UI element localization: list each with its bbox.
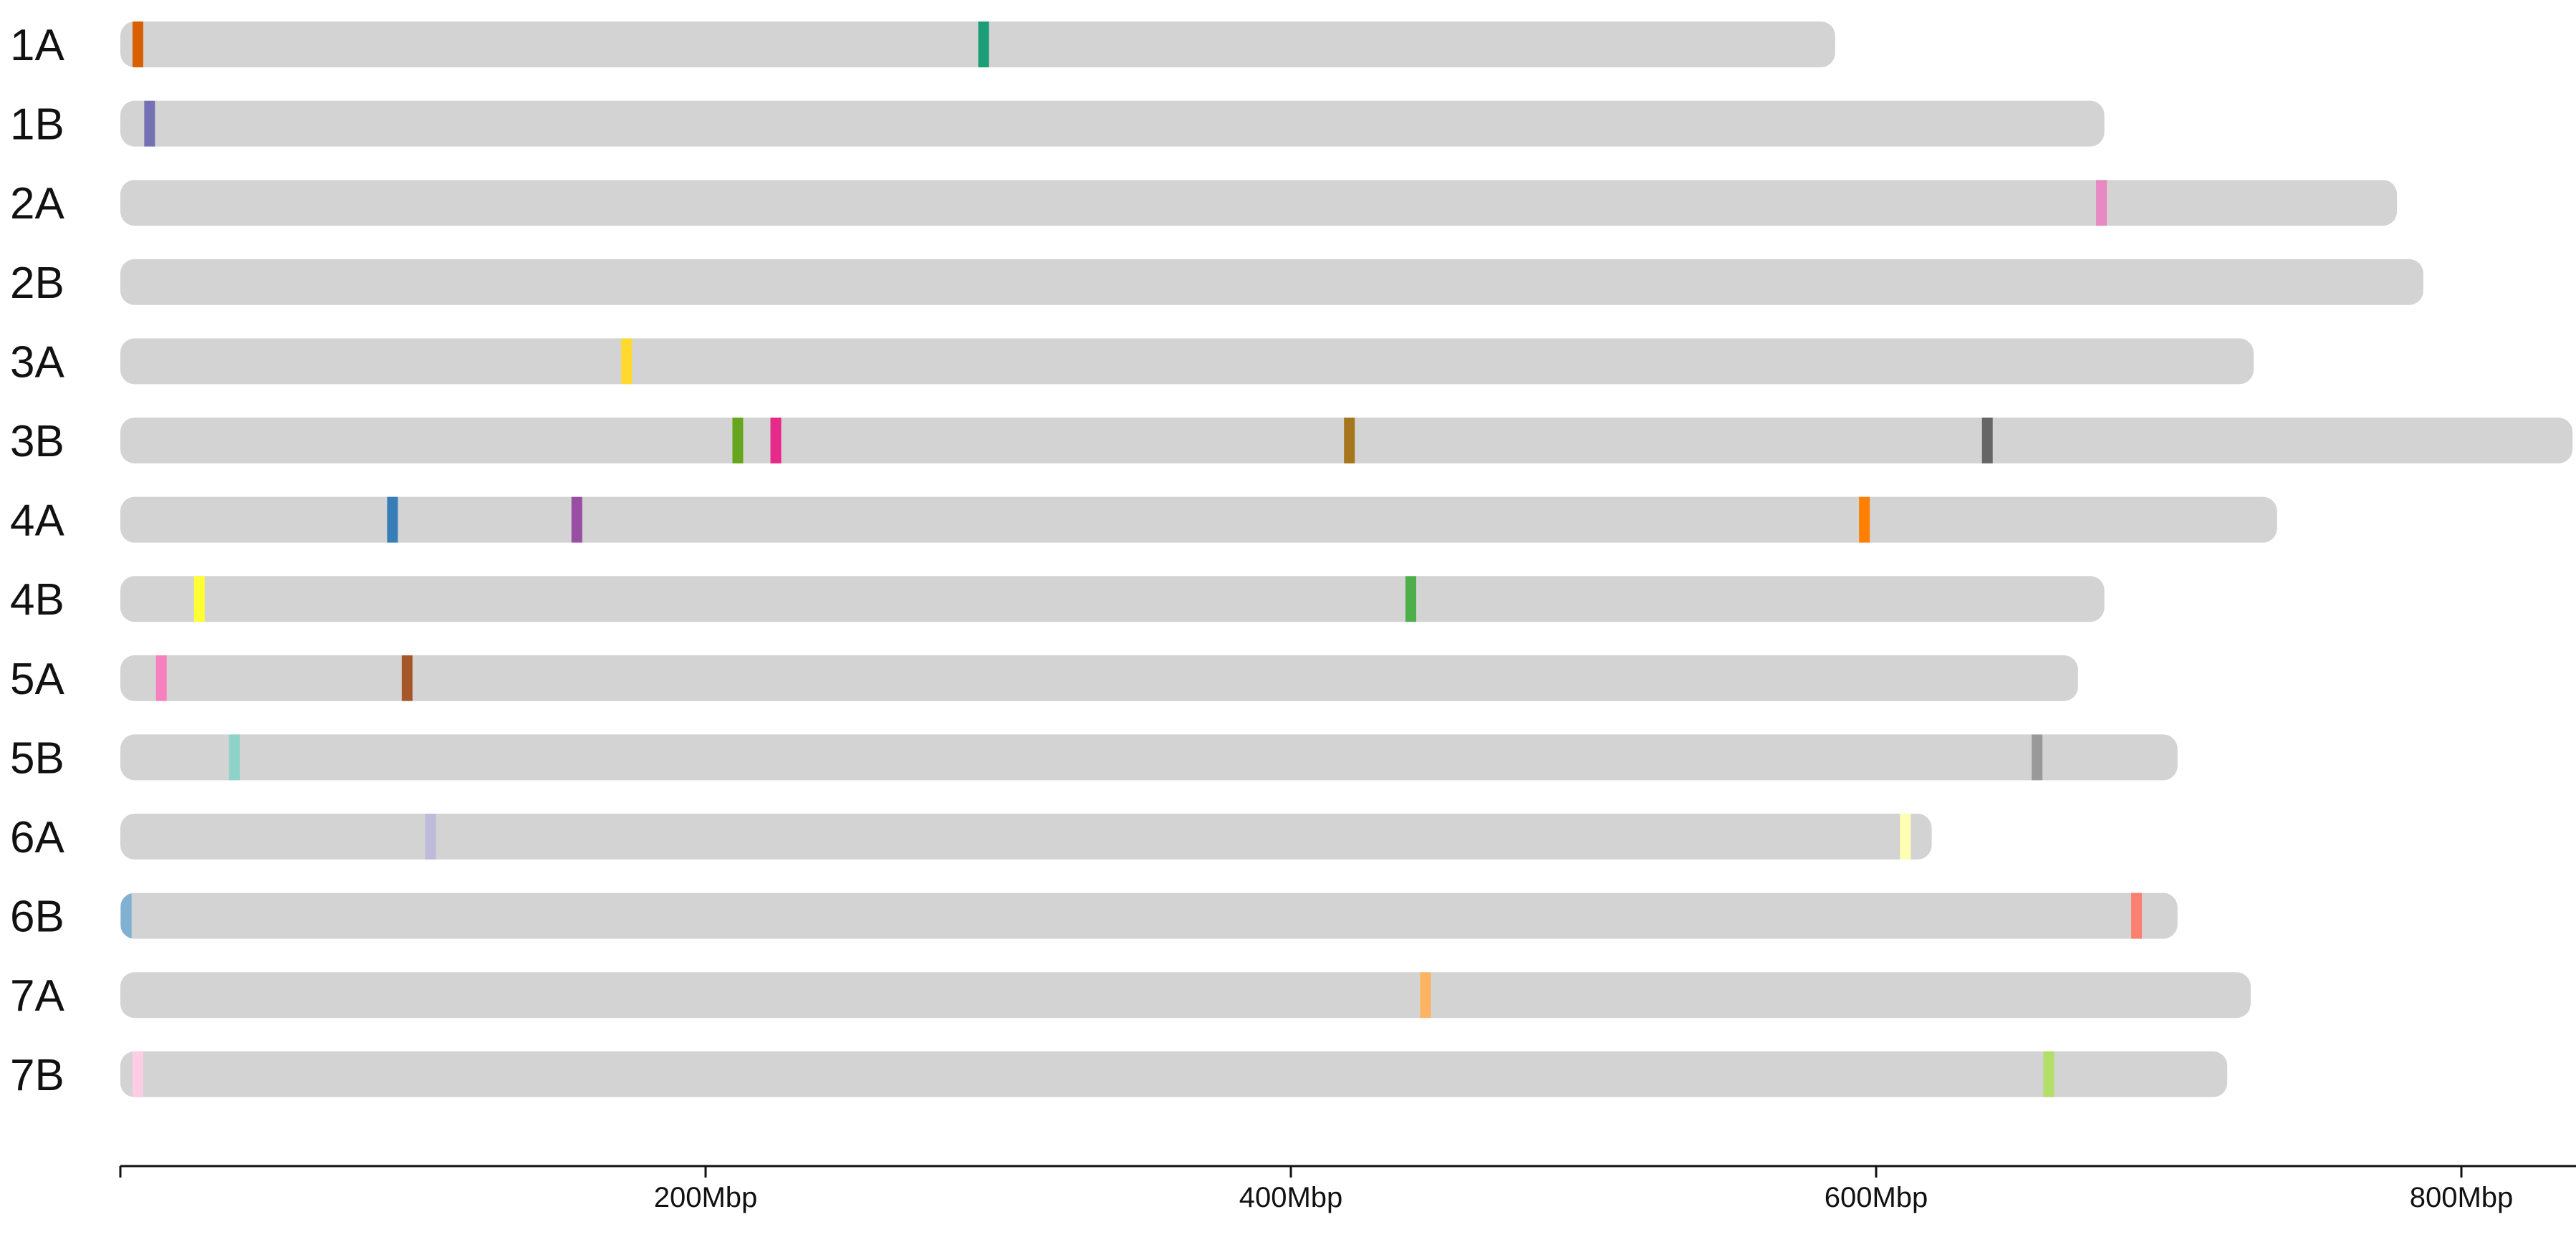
chromosome-label: 7A <box>10 971 64 1021</box>
chromosome-row: 6A <box>10 813 1932 862</box>
chromosome-label: 5A <box>10 655 64 704</box>
chromosome-bar <box>120 338 2254 385</box>
chromosome-marker <box>193 576 205 622</box>
chromosome-marker <box>732 418 744 463</box>
chromosome-marker <box>133 1051 144 1097</box>
chromosome-marker <box>1981 418 1993 463</box>
chromosome-row: 6B <box>10 892 2178 942</box>
x-tick-label: 800Mbp <box>2410 1182 2514 1213</box>
chromosome-label: 6A <box>10 813 64 862</box>
chromosome-bar <box>120 180 2398 226</box>
chromosome-row: 3B <box>10 417 2573 466</box>
chromosome-row: 3A <box>10 337 2254 387</box>
chromosome-bar <box>120 814 1932 860</box>
chromosome-marker <box>621 338 633 385</box>
chromosome-bar <box>120 972 2251 1019</box>
chromosome-label: 5B <box>10 733 64 783</box>
chromosome-row: 7A <box>10 971 2251 1021</box>
chromosome-row: 7B <box>10 1051 2228 1100</box>
chromosome-label: 4A <box>10 496 64 546</box>
chromosome-label: 2A <box>10 179 64 228</box>
chromosome-bar <box>120 734 2178 781</box>
chromosome-marker <box>133 21 144 67</box>
chromosome-marker <box>1859 496 1870 543</box>
chromosome-row: 1A <box>10 21 1835 70</box>
chromosome-row: 1B <box>10 100 2105 150</box>
chromosome-marker <box>1420 972 1431 1019</box>
chromosome-bar <box>120 576 2105 622</box>
chromosome-row: 5B <box>10 733 2178 783</box>
x-tick-label: 400Mbp <box>1239 1182 1343 1213</box>
chromosome-label: 1A <box>10 21 64 70</box>
chromosome-label: 6B <box>10 892 64 942</box>
chromosome-marker <box>387 496 398 543</box>
chromosome-label: 1B <box>10 100 64 150</box>
chromosome-label: 4B <box>10 575 64 625</box>
chromosome-bar <box>120 1051 2228 1097</box>
chromosome-bar <box>120 100 2105 147</box>
chromosome-marker <box>144 100 155 147</box>
chromosome-layer: 1A 1B 2A 2B 3A 3B 4A 4B 5A 5B 6A 6B 7A 7B <box>10 21 2573 1100</box>
chromosome-row: 4B <box>10 575 2105 625</box>
chromosome-marker <box>1405 576 1416 622</box>
chromosome-label: 3B <box>10 417 64 466</box>
chromosome-marker <box>155 655 167 701</box>
chromosome-marker <box>2043 1051 2054 1097</box>
chromosome-bar <box>120 496 2277 543</box>
x-tick-label: 600Mbp <box>1825 1182 1928 1213</box>
chromosome-row: 2A <box>10 179 2398 228</box>
chromosome-bar <box>120 21 1835 67</box>
chromosome-bar <box>120 892 2178 939</box>
chromosome-marker <box>770 418 782 463</box>
chromosome-marker <box>1344 418 1355 463</box>
x-tick-label: 200Mbp <box>654 1182 758 1213</box>
chromosome-marker <box>120 892 132 939</box>
chromosome-bar <box>120 655 2078 701</box>
chromosome-row: 4A <box>10 496 2277 546</box>
chromosome-marker <box>1900 814 1911 860</box>
chromosome-row: 2B <box>10 259 2423 308</box>
chromosome-marker <box>2032 734 2043 781</box>
x-axis: 200Mbp 400Mbp 600Mbp 800Mbp <box>119 1165 2576 1213</box>
chromosome-label: 7B <box>10 1051 64 1100</box>
chromosome-label: 2B <box>10 259 64 308</box>
chromosome-label: 3A <box>10 337 64 387</box>
chromosome-marker <box>2131 892 2143 939</box>
chromosome-marker <box>2096 180 2108 226</box>
chromosome-bar <box>120 259 2423 305</box>
chromosome-marker <box>978 21 989 67</box>
chromosome-marker <box>571 496 582 543</box>
chromosome-marker <box>401 655 413 701</box>
chromosome-marker <box>425 814 436 860</box>
chromosome-marker <box>229 734 240 781</box>
chromosome-row: 5A <box>10 655 2078 704</box>
